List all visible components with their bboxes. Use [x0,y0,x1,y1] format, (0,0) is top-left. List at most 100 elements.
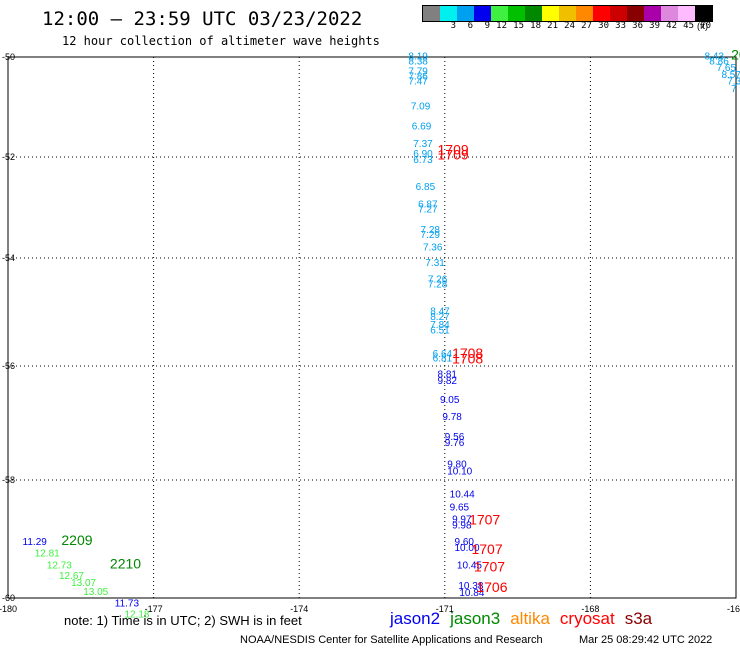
color-scale-label: 18 [530,21,541,31]
color-scale-bar [422,5,713,22]
color-swatch [593,6,610,21]
wave-height-value: 8.38 [408,57,428,68]
color-scale-label: 70 [700,21,711,31]
satellite-legend-item: cryosat [559,609,615,628]
color-swatch [695,6,712,21]
color-scale-label: 33 [615,21,626,31]
map-axes: -180 -177 -174 -171 -168 -165 -50 -52 -54 -56 -58 -… [0,52,740,614]
wave-height-value: 8.47 [430,307,450,318]
pass-time-label: 2210 [110,556,141,572]
color-swatch [542,6,559,21]
map-grid [7,56,737,599]
color-swatch [627,6,644,21]
wave-height-value: 12.73 [47,561,72,572]
color-scale-label: 24 [564,21,575,31]
wave-height-value: 7.26 [428,274,448,285]
lon-tick-label: -168 [581,604,599,614]
wave-height-value: 9.65 [450,503,470,514]
wave-height-value: 10.38 [458,581,483,592]
map-frame [7,56,737,599]
color-scale-label: 30 [598,21,609,31]
wave-height-value: 11.73 [115,598,140,609]
wave-height-readings: 8.198.387.797.867.477.096.697.376.906.73… [23,52,740,621]
satellite-legend: jason2 jason3 altika cryosat s3a [390,609,652,629]
wave-height-value: 8.19 [408,52,428,63]
wave-height-value: 6.73 [413,155,433,166]
pass-time-label: 1709 [438,142,469,158]
map-subtitle: 12 hour collection of altimeter wave hei… [62,34,380,48]
wave-height-value: 7.47 [408,77,428,88]
color-scale-label: 15 [513,21,524,31]
wave-height-value: 10.84 [459,588,484,599]
lon-tick-label: -165 [727,604,740,614]
wave-height-value: 7.28 [428,280,448,291]
wave-height-value: 9.05 [440,395,460,406]
wave-height-value: 13.07 [71,578,96,589]
color-swatch [661,6,678,21]
color-swatch [644,6,661,21]
wave-height-value: 9.56 [445,432,465,443]
lat-tick-label: -58 [2,475,15,485]
wave-height-value: 7.27 [418,205,438,216]
wave-height-value: 9.78 [442,412,462,423]
color-scale-label: 6 [467,21,473,31]
satellite-legend-item: altika [510,609,550,628]
wave-height-value: 7 [731,84,737,95]
wave-height-value: 13.05 [83,587,108,598]
color-scale-label: 21 [547,21,558,31]
lon-tick-label: -171 [436,604,454,614]
color-swatch [610,6,627,21]
wave-height-value: 6.85 [416,182,436,193]
pass-time-label: 1707 [474,558,505,574]
pass-time-label: 1706 [476,579,507,595]
wave-height-value: 8.81 [438,369,458,380]
wave-height-value: 6.87 [418,200,438,211]
wave-height-value: 7.65 [717,63,737,74]
color-scale-label: 9 [484,21,490,31]
color-swatch [576,6,593,21]
wave-height-value: 7.29 [421,230,441,241]
wave-height-value: 6.90 [413,149,433,160]
satellite-legend-item: s3a [624,609,653,628]
wave-height-value: 10.45 [457,561,482,572]
wave-height-value: 11.29 [23,537,48,548]
pass-time-label: 1707 [471,541,502,557]
lon-tick-label: -180 [0,604,17,614]
wave-height-value: 8.27 [430,312,450,323]
color-swatch [678,6,695,21]
color-swatch [525,6,542,21]
color-swatch [491,6,508,21]
wave-height-value: 6.69 [412,122,432,133]
wave-height-value: 9.82 [438,376,458,387]
pass-time-label: 1708 [452,350,483,366]
color-scale-label: 3 [450,21,456,31]
lon-tick-label: -174 [290,604,308,614]
color-scale-labels: 3 6 9 12 15 18 21 24 27 30 33 36 39 42 45 70 [422,21,711,31]
wave-height-value: 7.28 [421,225,441,236]
wave-height-value: 9.76 [445,438,465,449]
color-swatch [457,6,474,21]
lon-tick-label: -177 [145,604,163,614]
wave-height-value: 7.37 [413,139,433,150]
color-swatch [508,6,525,21]
wave-height-value: 9.60 [455,537,475,548]
wave-height-value: 7.3 [727,77,740,88]
wave-height-value: 9.97 [452,514,472,525]
wave-height-value: 12.67 [59,571,84,582]
wave-height-value: 7.36 [423,242,443,253]
lat-tick-label: -56 [2,361,15,371]
satellite-legend-item: jason3 [450,609,501,628]
pass-time-label: 2209 [61,532,92,548]
lat-tick-label: -54 [2,253,15,263]
color-swatch [559,6,576,21]
wave-height-value: 6.51 [430,326,450,337]
color-scale-unit: (ft) [697,21,708,31]
color-scale-label: 45 [683,21,694,31]
pass-time-label: 1708 [452,345,483,361]
wave-height-value: 10.00 [455,543,480,554]
wave-height-value: 7.31 [425,258,445,269]
wave-height-value: 6.81 [433,354,453,365]
pass-time-label: 201 [731,47,740,63]
wave-height-value: 8.43 [704,52,724,63]
